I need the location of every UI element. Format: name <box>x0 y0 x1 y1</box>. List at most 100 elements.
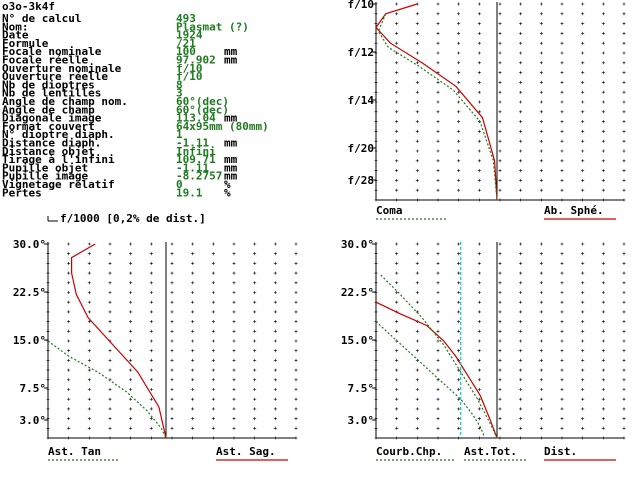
grid-mark <box>415 300 419 304</box>
grid-mark <box>457 329 461 333</box>
grid-mark <box>498 110 502 114</box>
grid-mark <box>129 349 133 353</box>
grid-mark <box>436 358 440 362</box>
grid-mark <box>395 61 399 65</box>
grid-mark <box>601 188 605 192</box>
grid-mark <box>539 426 543 430</box>
grid-mark <box>477 320 481 324</box>
grid-mark <box>560 329 564 333</box>
grid-mark <box>273 426 277 430</box>
grid-mark <box>273 397 277 401</box>
grid-mark <box>457 271 461 275</box>
grid-mark <box>519 417 523 421</box>
grid-mark <box>601 329 605 333</box>
grid-mark <box>294 407 298 411</box>
grid-mark <box>395 252 399 256</box>
grid-mark <box>519 281 523 285</box>
grid-mark <box>395 300 399 304</box>
grid-mark <box>622 51 626 55</box>
grid-mark <box>560 110 564 114</box>
grid-mark <box>211 426 215 430</box>
grid-mark <box>436 320 440 324</box>
spec-row: Focale nominale 100 mm <box>2 45 238 58</box>
grid-mark <box>622 90 626 94</box>
grid-mark <box>211 320 215 324</box>
grid-mark <box>601 310 605 314</box>
grid-mark <box>477 159 481 163</box>
grid-mark <box>622 139 626 143</box>
grid-mark <box>108 291 112 294</box>
grid-mark <box>581 149 585 153</box>
grid-mark <box>477 261 481 265</box>
grid-mark <box>149 252 153 256</box>
grid-mark <box>601 100 605 104</box>
grid-mark <box>457 2 461 6</box>
grid-mark <box>395 388 399 391</box>
grid-mark <box>149 349 153 353</box>
grid-mark <box>149 271 153 275</box>
grid-mark <box>560 31 564 35</box>
grid-mark <box>457 349 461 353</box>
grid-mark <box>519 90 523 94</box>
grid-mark <box>436 368 440 372</box>
grid-mark <box>415 90 419 94</box>
grid-mark <box>601 388 605 391</box>
grid-mark <box>539 22 543 26</box>
grid-mark <box>191 417 195 421</box>
spec-label: Nom: <box>2 20 29 33</box>
grid-mark <box>170 426 174 430</box>
grid-mark <box>581 110 585 114</box>
grid-mark <box>149 320 153 324</box>
grid-mark <box>622 407 626 411</box>
grid-mark <box>498 242 502 246</box>
grid-mark <box>477 242 481 246</box>
grid-mark <box>539 90 543 94</box>
grid-mark <box>519 61 523 65</box>
grid-mark <box>622 261 626 265</box>
legend-label: Ast. Sag. <box>216 445 276 458</box>
grid-mark <box>519 349 523 353</box>
grid-mark <box>211 271 215 275</box>
grid-mark <box>498 368 502 372</box>
grid-mark <box>560 90 564 94</box>
grid-mark <box>581 169 585 173</box>
grid-mark <box>539 61 543 65</box>
grid-mark <box>477 51 481 55</box>
grid-mark <box>519 407 523 411</box>
grid-mark <box>87 261 91 265</box>
grid-mark <box>87 271 91 275</box>
grid-mark <box>539 261 543 265</box>
grid-mark <box>129 358 133 362</box>
grid-mark <box>560 41 564 45</box>
grid-mark <box>436 41 440 45</box>
grid-mark <box>170 291 174 294</box>
spec-label: Formule <box>2 37 49 50</box>
grid-mark <box>395 169 399 173</box>
grid-mark <box>601 129 605 133</box>
spec-unit: % <box>224 178 231 191</box>
grid-mark <box>601 242 605 246</box>
grid-mark <box>211 407 215 411</box>
grid-mark <box>581 339 585 343</box>
grid-mark <box>581 291 585 294</box>
grid-mark <box>519 169 523 173</box>
grid-mark <box>539 291 543 294</box>
grid-mark <box>395 397 399 401</box>
grid-mark <box>519 2 523 6</box>
grid-mark <box>87 242 91 246</box>
grid-mark <box>622 358 626 362</box>
grid-mark <box>622 120 626 124</box>
grid-mark <box>457 80 461 84</box>
grid-mark <box>519 51 523 55</box>
grid-mark <box>415 149 419 153</box>
grid-mark <box>149 397 153 401</box>
grid-mark <box>436 100 440 104</box>
grid-mark <box>622 378 626 382</box>
spec-value: 0 <box>176 178 183 191</box>
grid-mark <box>211 252 215 256</box>
grid-mark <box>129 271 133 275</box>
spec-row: Angle de champ nom. 60°(dec) <box>2 95 229 108</box>
grid-mark <box>601 61 605 65</box>
legend-label: Ab. Sphé. <box>544 204 604 217</box>
grid-mark <box>601 12 605 16</box>
